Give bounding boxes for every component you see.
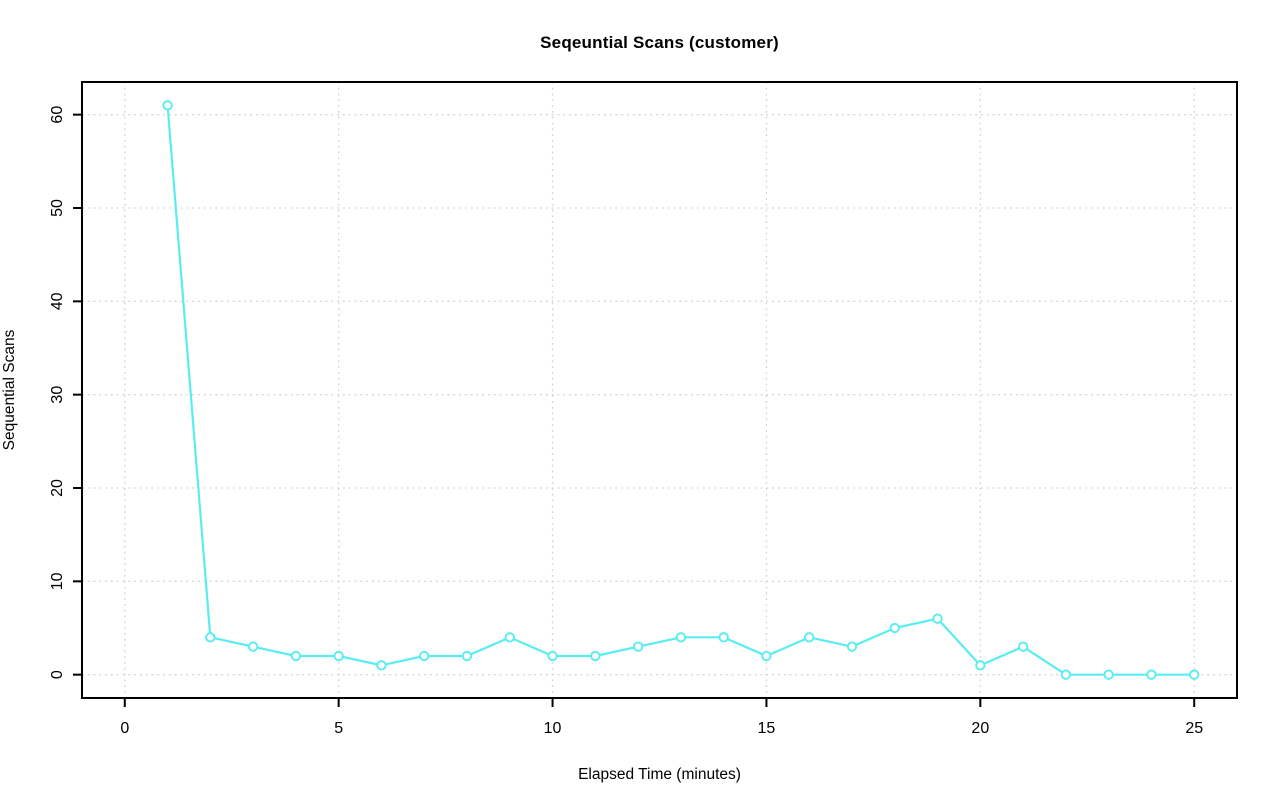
y-axis-tick-label: 20 (49, 479, 66, 497)
data-point (718, 632, 729, 643)
y-axis-label: Sequential Scans (1, 329, 18, 451)
y-axis-tick-label: 0 (49, 670, 66, 679)
data-point (1146, 669, 1157, 680)
data-point (761, 650, 772, 662)
y-axis-tick-label: 60 (49, 106, 66, 124)
data-point (804, 632, 815, 643)
x-axis-tick-label: 5 (334, 720, 343, 737)
y-axis-tick-label: 30 (49, 386, 66, 404)
data-point (1103, 669, 1114, 680)
x-axis-tick-label: 15 (758, 720, 776, 737)
data-point (162, 100, 173, 111)
data-point (1189, 669, 1200, 680)
data-point (547, 650, 558, 662)
data-point (975, 660, 986, 671)
data-point (205, 632, 216, 643)
chart-title: Seqeuntial Scans (customer) (540, 33, 779, 52)
x-axis-label: Elapsed Time (minutes) (578, 766, 741, 783)
data-point (1017, 641, 1029, 652)
data-point (932, 613, 943, 624)
x-axis-tick-label: 20 (971, 720, 989, 737)
data-point (376, 660, 387, 671)
data-point (675, 632, 687, 643)
data-point (889, 622, 900, 634)
data-point (632, 641, 644, 652)
y-axis-tick-label: 50 (49, 199, 66, 217)
data-point (590, 650, 601, 662)
data-point (1060, 669, 1072, 680)
data-point (461, 650, 473, 662)
data-point (290, 650, 302, 662)
x-axis-tick-label: 10 (544, 720, 562, 737)
y-axis-tick-label: 40 (49, 292, 66, 310)
x-axis-tick-label: 25 (1185, 720, 1203, 737)
x-axis-tick-label: 0 (120, 720, 129, 737)
plot-box (81, 81, 1238, 699)
data-point (333, 650, 344, 662)
data-point (846, 641, 858, 652)
y-axis-tick-label: 10 (49, 572, 66, 590)
series-line (166, 104, 1196, 676)
data-point (247, 641, 259, 652)
data-point (419, 650, 430, 662)
data-point (504, 632, 515, 643)
